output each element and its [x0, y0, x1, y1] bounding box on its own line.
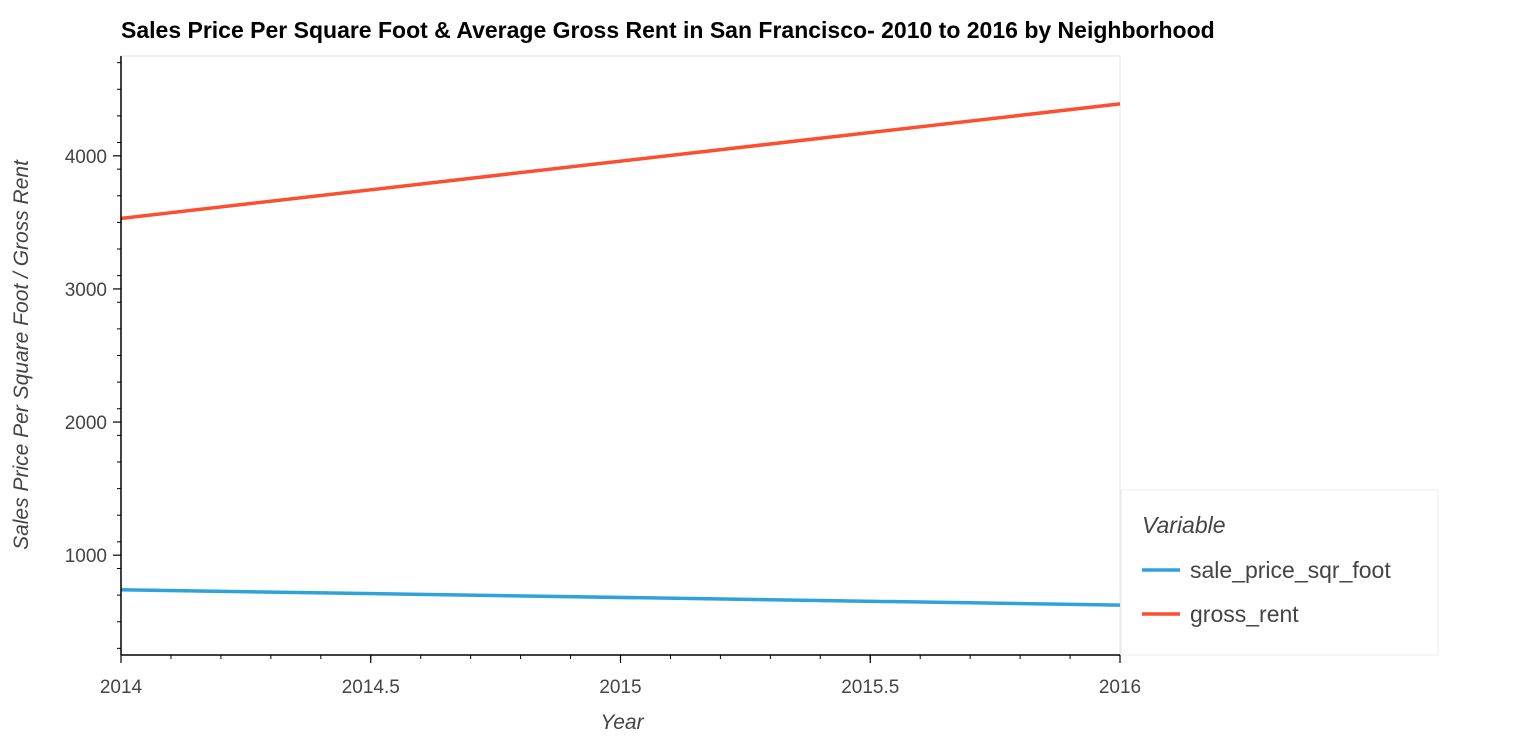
x-tick-label: 2016	[1099, 677, 1141, 698]
y-tick-label: 3000	[65, 280, 107, 301]
series-line-gross-rent	[120, 102, 1121, 221]
legend-label: gross_rent	[1190, 601, 1299, 627]
legend-title: Variable	[1142, 512, 1226, 538]
y-tick-label: 1000	[65, 546, 107, 567]
series-layer	[120, 102, 1121, 607]
x-ticks: 2014 2014.5 2015 2015.5 2016	[100, 655, 1141, 698]
legend-label: sale_price_sqr_foot	[1190, 557, 1391, 583]
legend-box	[1120, 489, 1439, 656]
y-ticks: 1000 2000 3000 4000	[65, 62, 121, 649]
y-tick-label: 4000	[65, 147, 107, 168]
y-axis-label: Sales Price Per Square Foot / Gross Rent	[10, 159, 33, 550]
legend: Variable sale_price_sqr_foot gross_rent	[1120, 489, 1439, 656]
x-tick-label: 2015	[599, 677, 641, 698]
legend-items: sale_price_sqr_foot gross_rent	[1142, 557, 1391, 627]
x-tick-label: 2015.5	[841, 677, 899, 698]
x-axis-label: Year	[600, 711, 644, 734]
plot-area	[120, 55, 1121, 656]
y-tick-label: 2000	[65, 413, 107, 434]
series-line-sale-price-sqr-foot	[120, 588, 1121, 607]
x-tick-label: 2014	[100, 677, 143, 698]
x-tick-label: 2014.5	[342, 677, 400, 698]
chart-title: Sales Price Per Square Foot & Average Gr…	[121, 17, 1215, 43]
